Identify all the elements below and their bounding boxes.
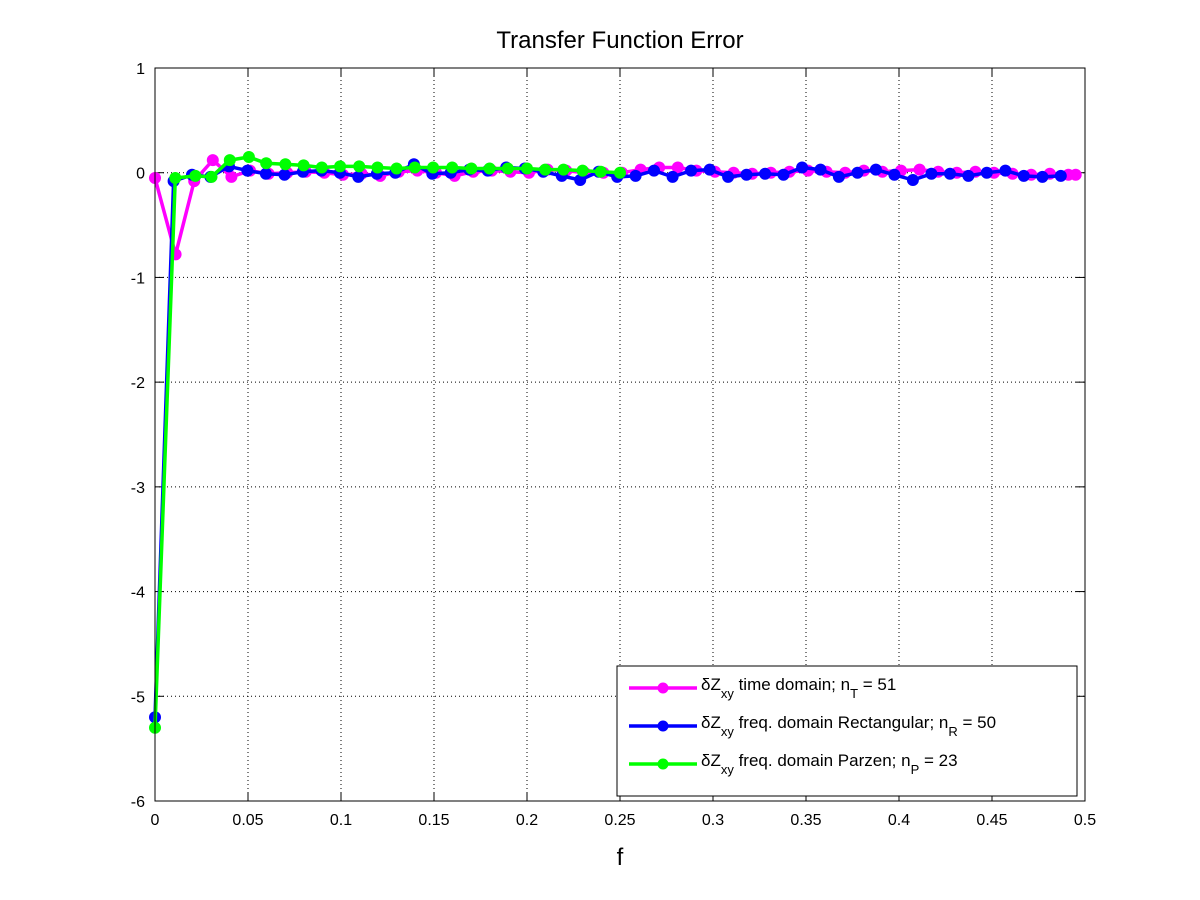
data-point [685, 164, 698, 177]
data-point [225, 170, 238, 183]
data-point [777, 168, 790, 181]
legend-label: δZxy freq. domain Parzen; nP = 23 [701, 751, 958, 777]
data-point [796, 161, 809, 174]
series-layer [149, 151, 1082, 734]
data-point [740, 168, 753, 181]
plot-frame [154, 67, 1086, 802]
x-tick-label: 0.3 [702, 812, 724, 829]
data-point [1054, 169, 1067, 182]
legend-marker [657, 720, 669, 732]
data-point [888, 168, 901, 181]
data-point [390, 162, 403, 175]
y-tick-label: 1 [136, 61, 145, 78]
data-point [206, 154, 219, 167]
data-point [501, 162, 514, 175]
data-point [962, 169, 975, 182]
y-tick-label: -3 [131, 480, 145, 497]
data-point [334, 160, 347, 173]
data-point [223, 154, 236, 167]
data-point [1017, 169, 1030, 182]
data-point [671, 161, 684, 174]
series-freq-domain-parzen [149, 151, 626, 734]
data-point [1069, 168, 1082, 181]
data-point [483, 162, 496, 175]
data-point [557, 163, 570, 176]
y-tick-label: -4 [131, 585, 145, 602]
data-point [999, 164, 1012, 177]
legend-marker [657, 682, 669, 694]
legend-label: δZxy time domain; nT = 51 [701, 675, 896, 701]
y-tick-label: -2 [131, 375, 145, 392]
x-tick-label: 0.45 [976, 812, 1007, 829]
x-tick-labels: 0 0.05 0.1 0.15 0.2 0.25 0.3 0.35 0.4 0.45 0.5 [151, 812, 1097, 829]
data-point [980, 166, 993, 179]
y-tick-labels: -6 -5 -4 -3 -2 -1 0 1 [131, 61, 145, 811]
data-point [465, 162, 478, 175]
data-point [242, 151, 255, 163]
data-point [260, 157, 273, 170]
data-point [241, 164, 254, 177]
data-point [925, 167, 938, 180]
y-tick-label: -5 [131, 689, 145, 706]
data-point [722, 170, 735, 183]
data-point [703, 163, 716, 176]
data-point [1036, 170, 1049, 183]
y-tick-label: 0 [136, 166, 145, 183]
data-point [594, 165, 607, 178]
data-point [648, 164, 660, 177]
data-point [353, 160, 366, 173]
y-tick-label: -1 [131, 270, 145, 287]
data-point [408, 161, 421, 174]
x-tick-label: 0.2 [516, 812, 538, 829]
data-point [205, 170, 218, 183]
data-point [614, 166, 626, 179]
data-point [851, 166, 864, 179]
data-point [576, 164, 589, 177]
x-tick-label: 0 [151, 812, 160, 829]
x-tick-label: 0.35 [790, 812, 821, 829]
data-point [759, 167, 772, 180]
data-point [944, 167, 956, 180]
x-tick-label: 0.4 [888, 812, 910, 829]
data-point [371, 161, 384, 174]
data-point [446, 161, 459, 174]
data-point [297, 159, 310, 172]
y-tick-label: -6 [131, 794, 145, 811]
data-point [169, 172, 182, 184]
chart-title: Transfer Function Error [496, 27, 743, 54]
legend-entry: δZxy freq. domain Parzen; nP = 23 [629, 751, 958, 777]
x-tick-label: 0.05 [232, 812, 263, 829]
data-point [427, 161, 440, 174]
data-point [315, 161, 328, 174]
data-point [814, 163, 827, 176]
data-point [278, 168, 291, 181]
x-tick-label: 0.1 [330, 812, 352, 829]
data-point [352, 170, 365, 183]
data-point [539, 163, 552, 176]
legend-marker [657, 758, 669, 770]
data-point [869, 163, 882, 176]
x-tick-label: 0.5 [1074, 812, 1096, 829]
data-point [906, 174, 919, 186]
legend-label: δZxy freq. domain Rectangular; nR = 50 [701, 713, 996, 739]
x-axis-title: f [617, 844, 624, 871]
data-point [259, 167, 272, 180]
data-point [629, 169, 642, 182]
data-point [279, 158, 292, 171]
data-point [832, 170, 845, 183]
data-point [913, 163, 926, 176]
legend-entry: δZxy freq. domain Rectangular; nR = 50 [629, 713, 996, 739]
legend: δZxy time domain; nT = 51 δZxy freq. doma… [616, 665, 1078, 797]
x-tick-label: 0.15 [418, 812, 449, 829]
x-tick-label: 0.25 [604, 812, 635, 829]
data-point [666, 170, 679, 183]
data-point [521, 162, 533, 175]
legend-entry: δZxy time domain; nT = 51 [629, 675, 896, 701]
data-point [189, 169, 202, 182]
